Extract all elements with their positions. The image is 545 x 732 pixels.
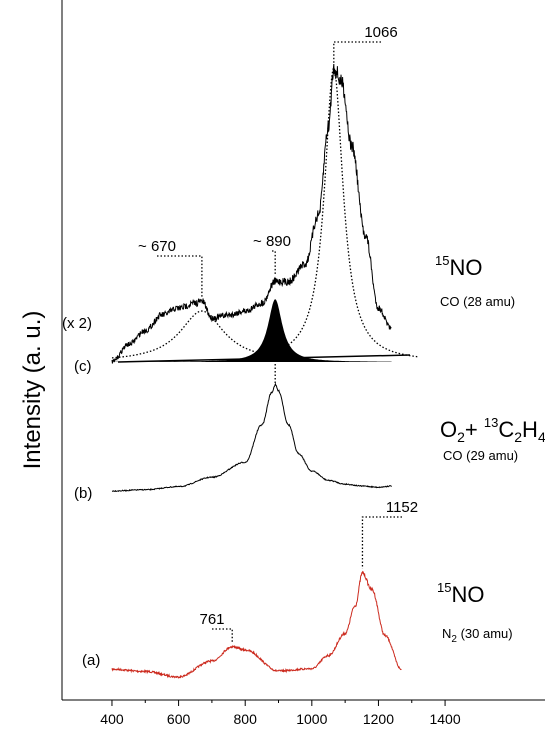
peak-label-c-890: ~ 890 — [253, 233, 291, 250]
series-a-id: (a) — [82, 652, 100, 669]
series-b-h: H — [522, 417, 538, 442]
series-b-o: O — [440, 417, 457, 442]
series-c-id: (c) — [74, 358, 92, 375]
series-b-o-sub: 2 — [457, 429, 465, 445]
series-a-isotope: 15 — [437, 580, 451, 595]
peak-leader-c-890 — [272, 250, 276, 276]
peak-leader-c-670 — [157, 255, 203, 298]
x-tick-label-600: 600 — [167, 711, 191, 727]
series-b-plus: + — [465, 417, 484, 442]
peak-leader-c-1066 — [333, 41, 381, 66]
series-b: (b) O2+ 13C2H4 CO (29 amu) — [74, 382, 545, 502]
series-c-fit-1066-dotted — [284, 67, 419, 358]
series-c-fit-670-dotted — [111, 310, 266, 359]
y-axis-label: Intensity (a. u.) — [19, 311, 46, 470]
series-a-peaks: 761 1152 — [199, 499, 418, 644]
peak-leader-a-761 — [212, 628, 233, 644]
x-tick-label-800: 800 — [234, 711, 258, 727]
peak-label-c-670: ~ 670 — [138, 238, 176, 255]
series-b-h-sub: 4 — [538, 429, 545, 445]
series-c-detail: CO (28 amu) — [440, 294, 515, 309]
x-tick-label-1200: 1200 — [363, 711, 394, 727]
peak-label-a-1152: 1152 — [386, 499, 418, 516]
series-a-detail-rest: (30 amu) — [457, 626, 513, 641]
series-b-line — [111, 382, 392, 493]
series-c-molecule: NO — [449, 255, 482, 280]
series-b-detail: CO (29 amu) — [443, 448, 518, 463]
series-b-id: (b) — [74, 485, 92, 502]
series-b-species: O2+ 13C2H4 — [440, 415, 545, 445]
x-ticks: 400 600 800 1000 1200 1400 — [100, 700, 461, 727]
series-a: (a) 15NO N2 (30 amu) 761 1152 — [82, 499, 513, 679]
peak-leader-a-1152 — [361, 516, 402, 569]
x-tick-label-1000: 1000 — [296, 711, 327, 727]
series-a-detail: N2 (30 amu) — [442, 626, 513, 645]
series-a-molecule: NO — [451, 582, 484, 607]
series-a-detail-main: N — [442, 626, 451, 641]
series-b-isotope: 13 — [484, 415, 498, 430]
series-b-c: C — [498, 417, 514, 442]
series-c-line — [111, 63, 392, 364]
series-c-species: 15NO — [435, 253, 482, 280]
series-c-scale: (x 2) — [62, 315, 92, 332]
series-a-line — [111, 570, 402, 679]
peak-label-c-1066: 1066 — [364, 24, 397, 41]
x-tick-label-1400: 1400 — [429, 711, 460, 727]
series-a-species: 15NO — [437, 580, 484, 607]
series-a-detail-sub: 2 — [451, 634, 457, 645]
x-tick-label-400: 400 — [100, 711, 124, 727]
series-c-peaks: ~ 670 ~ 890 1066 — [138, 24, 398, 298]
series-b-c-sub: 2 — [514, 429, 522, 445]
series-c-baseline — [117, 354, 411, 363]
peak-label-a-761: 761 — [199, 611, 224, 628]
series-c-isotope: 15 — [435, 253, 449, 268]
series-c: (c) (x 2) 15NO CO (28 amu) ~ 670 ~ 890 106… — [62, 24, 515, 375]
